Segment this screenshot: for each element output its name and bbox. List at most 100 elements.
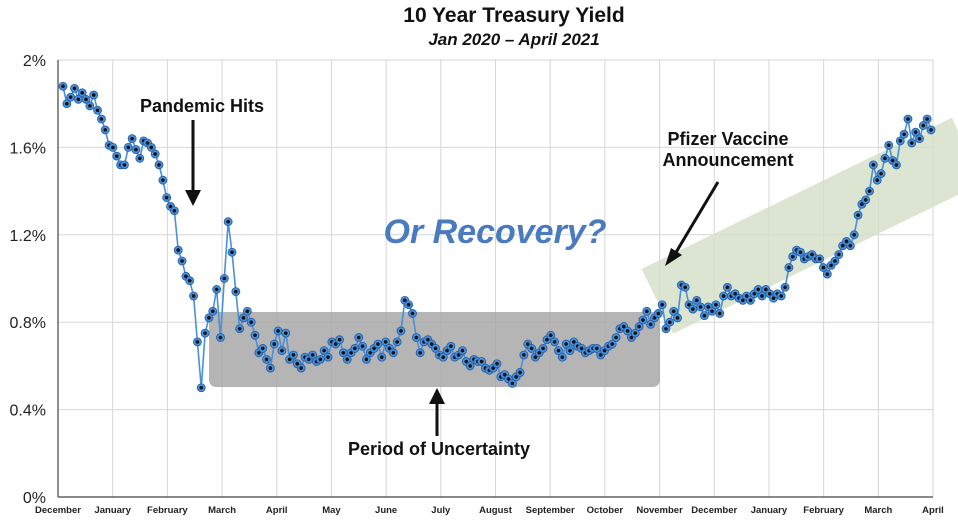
data-point — [661, 324, 671, 334]
data-point — [223, 217, 233, 227]
data-point — [296, 363, 306, 373]
data-point — [438, 352, 448, 362]
data-point — [903, 114, 913, 124]
data-point — [550, 337, 560, 347]
y-tick-label: 0.4% — [10, 403, 46, 420]
data-point — [834, 250, 844, 259]
data-point — [193, 337, 202, 347]
data-point — [876, 169, 886, 179]
data-point — [235, 324, 245, 334]
x-tick-label: May — [322, 505, 341, 516]
x-tick-label: February — [147, 505, 188, 516]
x-tick-label: August — [479, 505, 513, 516]
data-point — [131, 145, 141, 154]
y-axis-ticks: 0% 0.4% 0.8% 1.2% 1.6% 2% — [10, 53, 46, 507]
pandemic-hits-label: Pandemic Hits — [140, 96, 264, 116]
y-tick-label: 1.6% — [10, 140, 46, 157]
vaccine-arrowhead — [665, 248, 682, 266]
data-point — [872, 175, 882, 185]
data-point — [97, 114, 106, 124]
x-tick-label: November — [636, 505, 683, 516]
data-point — [189, 291, 198, 301]
data-point — [162, 193, 172, 203]
data-point — [849, 230, 859, 240]
data-point — [865, 186, 874, 196]
axes — [57, 60, 933, 498]
data-point — [404, 300, 414, 310]
data-point — [315, 354, 325, 364]
data-point — [458, 346, 467, 356]
data-point — [711, 300, 721, 310]
x-tick-label: April — [922, 505, 944, 516]
x-tick-label: September — [526, 505, 575, 516]
vaccine-label-line1: Pfizer Vaccine — [667, 129, 788, 149]
data-point — [692, 295, 702, 305]
data-point — [519, 350, 529, 360]
x-tick-label: February — [803, 505, 844, 516]
x-axis-ticks: December January February March April May June… — [35, 505, 944, 516]
data-point — [200, 328, 210, 338]
data-point — [123, 142, 133, 152]
data-point — [477, 357, 487, 366]
chart-title: 10 Year Treasury Yield — [403, 4, 624, 27]
data-point — [342, 354, 352, 364]
data-point — [899, 129, 909, 139]
data-point — [554, 346, 563, 356]
data-point — [861, 195, 871, 205]
data-point — [699, 311, 709, 321]
data-point — [89, 90, 99, 100]
data-point — [177, 256, 187, 266]
data-point — [358, 341, 367, 351]
data-point — [776, 291, 786, 301]
data-point — [911, 127, 921, 137]
data-point — [242, 306, 252, 316]
data-point — [653, 309, 663, 318]
data-point — [431, 344, 440, 353]
x-tick-label: January — [94, 505, 131, 516]
data-point — [70, 84, 79, 93]
pandemic-arrowhead — [185, 190, 201, 206]
data-point — [538, 344, 548, 353]
data-point — [868, 160, 878, 170]
data-point — [408, 309, 417, 318]
data-point — [915, 134, 924, 144]
data-point — [892, 160, 901, 170]
data-point — [219, 274, 229, 283]
data-point — [169, 206, 179, 216]
data-point — [85, 101, 95, 111]
data-point — [308, 350, 318, 360]
data-point — [185, 276, 195, 286]
data-point — [561, 339, 571, 349]
data-point — [607, 339, 617, 349]
data-point — [127, 134, 137, 144]
data-point — [696, 302, 705, 312]
data-point — [281, 328, 291, 338]
x-tick-label: January — [751, 505, 788, 516]
data-point — [669, 306, 679, 316]
data-point — [546, 330, 556, 340]
y-tick-label: 2% — [23, 53, 46, 70]
data-point — [845, 241, 855, 251]
data-point — [465, 361, 475, 371]
data-point — [922, 114, 932, 124]
chart-subtitle: Jan 2020 – April 2021 — [428, 30, 599, 49]
y-tick-label: 1.2% — [10, 228, 46, 245]
x-tick-label: April — [266, 505, 288, 516]
data-point — [323, 352, 333, 362]
data-point — [592, 344, 602, 353]
data-point — [216, 333, 225, 342]
data-point — [350, 344, 360, 353]
data-point — [120, 160, 129, 170]
data-point — [150, 149, 160, 159]
data-point — [262, 354, 271, 364]
data-point — [492, 359, 502, 369]
data-point — [895, 136, 905, 146]
data-point — [335, 335, 344, 345]
data-point — [527, 344, 536, 353]
data-point — [100, 125, 110, 135]
data-point — [815, 254, 825, 264]
data-point — [642, 306, 652, 316]
x-tick-label: March — [864, 505, 892, 516]
data-point — [273, 326, 283, 336]
data-point — [788, 252, 798, 262]
